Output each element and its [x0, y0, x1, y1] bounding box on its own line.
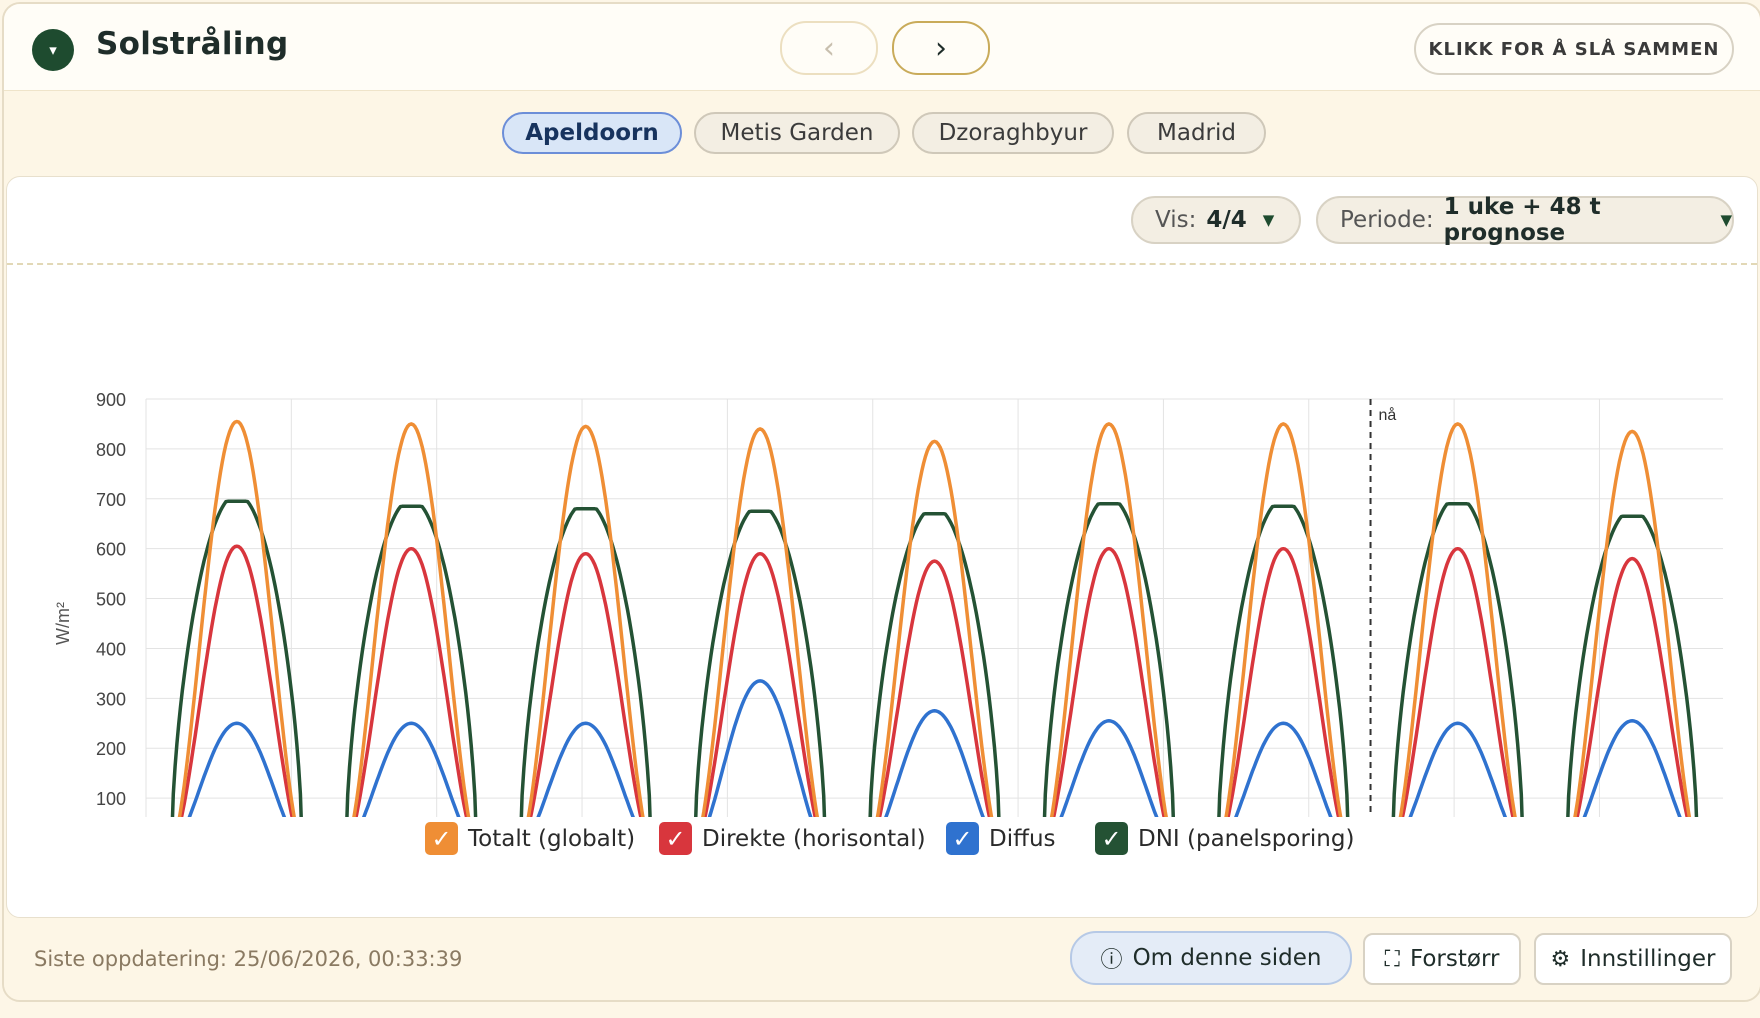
y-tick-label: 200 — [96, 739, 126, 759]
page-title: Solstråling — [96, 26, 289, 62]
collapse-toggle-icon[interactable]: ▾ — [32, 29, 74, 71]
previous-button[interactable]: ‹ — [780, 21, 878, 75]
merge-button[interactable]: KLIKK FOR Å SLÅ SAMMEN — [1414, 23, 1734, 75]
chart-panel: Vis: 4/4 ▼ Periode: 1 uke + 48 t prognos… — [6, 176, 1758, 918]
legend-label: Direkte (horisontal) — [702, 825, 926, 852]
checkbox-checked-icon: ✓ — [425, 822, 458, 855]
tab-metis-garden[interactable]: Metis Garden — [694, 112, 900, 154]
irradiance-chart: 010020030040050060070080090000:00 18/062… — [53, 390, 1723, 817]
next-button[interactable]: › — [892, 21, 990, 75]
y-tick-label: 800 — [96, 440, 126, 460]
card-header: ▾ Solstråling ‹ › KLIKK FOR Å SLÅ SAMMEN — [4, 4, 1760, 91]
gear-icon: ⚙ — [1550, 946, 1571, 972]
zoom-button[interactable]: ⛶ Forstørr — [1363, 933, 1521, 985]
y-tick-label: 700 — [96, 490, 126, 510]
card-footer: Siste oppdatering: 25/06/2026, 00:33:39 … — [4, 919, 1760, 1000]
y-axis-label: W/m² — [53, 602, 73, 645]
y-tick-label: 100 — [96, 789, 126, 809]
legend-item-direct[interactable]: ✓ Direkte (horisontal) — [659, 822, 926, 855]
settings-label: Innstillinger — [1580, 946, 1716, 972]
y-tick-label: 600 — [96, 540, 126, 560]
tab-dzoraghbyur[interactable]: Dzoraghbyur — [912, 112, 1114, 154]
chevron-left-icon: ‹ — [823, 30, 835, 66]
last-updated-text: Siste oppdatering: 25/06/2026, 00:33:39 — [34, 947, 463, 971]
y-tick-label: 400 — [96, 639, 126, 659]
info-icon: ⓘ — [1100, 948, 1123, 973]
legend-label: DNI (panelsporing) — [1138, 825, 1355, 852]
y-tick-label: 900 — [96, 390, 126, 410]
about-label: Om denne siden — [1132, 945, 1322, 971]
checkbox-checked-icon: ✓ — [946, 822, 979, 855]
y-tick-label: 300 — [96, 689, 126, 709]
divider — [7, 263, 1757, 265]
tab-madrid[interactable]: Madrid — [1127, 112, 1266, 154]
show-value: 4/4 — [1206, 207, 1247, 233]
settings-button[interactable]: ⚙ Innstillinger — [1534, 933, 1732, 985]
y-tick-label: 500 — [96, 590, 126, 610]
caret-down-icon: ▼ — [1262, 211, 1275, 229]
location-tabs: Apeldoorn Metis Garden Dzoraghbyur Madri… — [4, 91, 1760, 161]
legend-item-total[interactable]: ✓ Totalt (globalt) — [425, 822, 635, 855]
show-series-dropdown[interactable]: Vis: 4/4 ▼ — [1131, 196, 1301, 244]
expand-icon: ⛶ — [1384, 946, 1400, 972]
legend-item-diffuse[interactable]: ✓ Diffus — [946, 822, 1056, 855]
chevron-right-icon: › — [935, 30, 947, 66]
series-line-total — [177, 419, 1692, 817]
period-label: Periode: — [1340, 207, 1434, 233]
about-page-button[interactable]: ⓘ Om denne siden — [1070, 931, 1352, 985]
tab-apeldoorn[interactable]: Apeldoorn — [502, 112, 682, 154]
checkbox-checked-icon: ✓ — [1095, 822, 1128, 855]
legend-label: Totalt (globalt) — [468, 825, 636, 852]
series-line-dni — [170, 499, 1699, 817]
legend-item-dni[interactable]: ✓ DNI (panelsporing) — [1095, 822, 1354, 855]
checkbox-checked-icon: ✓ — [659, 822, 692, 855]
period-value: 1 uke + 48 t prognose — [1443, 194, 1601, 246]
show-label: Vis: — [1155, 207, 1197, 233]
caret-down-icon: ▼ — [1720, 211, 1732, 229]
zoom-label: Forstørr — [1409, 946, 1500, 972]
now-marker-label: nå — [1379, 406, 1397, 424]
chart-legend: ✓ Totalt (globalt) ✓ Direkte (horisontal… — [7, 822, 1757, 862]
period-dropdown[interactable]: Periode: 1 uke + 48 t prognose ▼ — [1316, 194, 1734, 246]
series-line-direct — [179, 544, 1689, 817]
legend-label: Diffus — [989, 825, 1056, 852]
series-line-diffuse — [187, 679, 1682, 817]
